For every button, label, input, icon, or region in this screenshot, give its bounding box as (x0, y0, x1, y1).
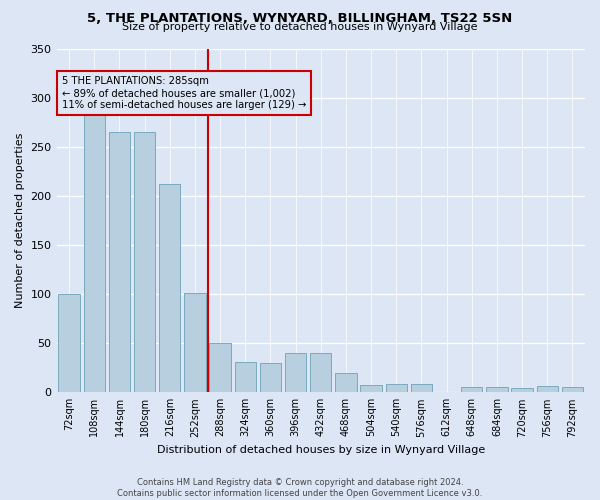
Bar (260, 363, 281, 392)
Bar (109, 132, 130, 392)
Y-axis label: Number of detached properties: Number of detached properties (15, 133, 25, 308)
Bar (411, 384, 432, 392)
Bar (159, 184, 181, 392)
Text: Size of property relative to detached houses in Wynyard Village: Size of property relative to detached ho… (122, 22, 478, 32)
Bar (235, 362, 256, 392)
Bar (386, 384, 407, 392)
Bar (536, 386, 558, 392)
Bar (562, 388, 583, 392)
Text: Contains HM Land Registry data © Crown copyright and database right 2024.
Contai: Contains HM Land Registry data © Crown c… (118, 478, 482, 498)
Text: 5, THE PLANTATIONS, WYNYARD, BILLINGHAM, TS22 5SN: 5, THE PLANTATIONS, WYNYARD, BILLINGHAM,… (88, 12, 512, 26)
Bar (83, 110, 105, 393)
Bar (511, 388, 533, 392)
Bar (134, 132, 155, 392)
Bar (285, 353, 307, 393)
Bar (486, 388, 508, 392)
Bar (310, 353, 331, 393)
X-axis label: Distribution of detached houses by size in Wynyard Village: Distribution of detached houses by size … (157, 445, 485, 455)
Bar (209, 344, 231, 392)
Bar (58, 294, 80, 392)
Bar (361, 386, 382, 392)
Bar (335, 372, 356, 392)
Text: 5 THE PLANTATIONS: 285sqm
← 89% of detached houses are smaller (1,002)
11% of se: 5 THE PLANTATIONS: 285sqm ← 89% of detac… (62, 76, 306, 110)
Bar (184, 293, 206, 392)
Bar (461, 388, 482, 392)
